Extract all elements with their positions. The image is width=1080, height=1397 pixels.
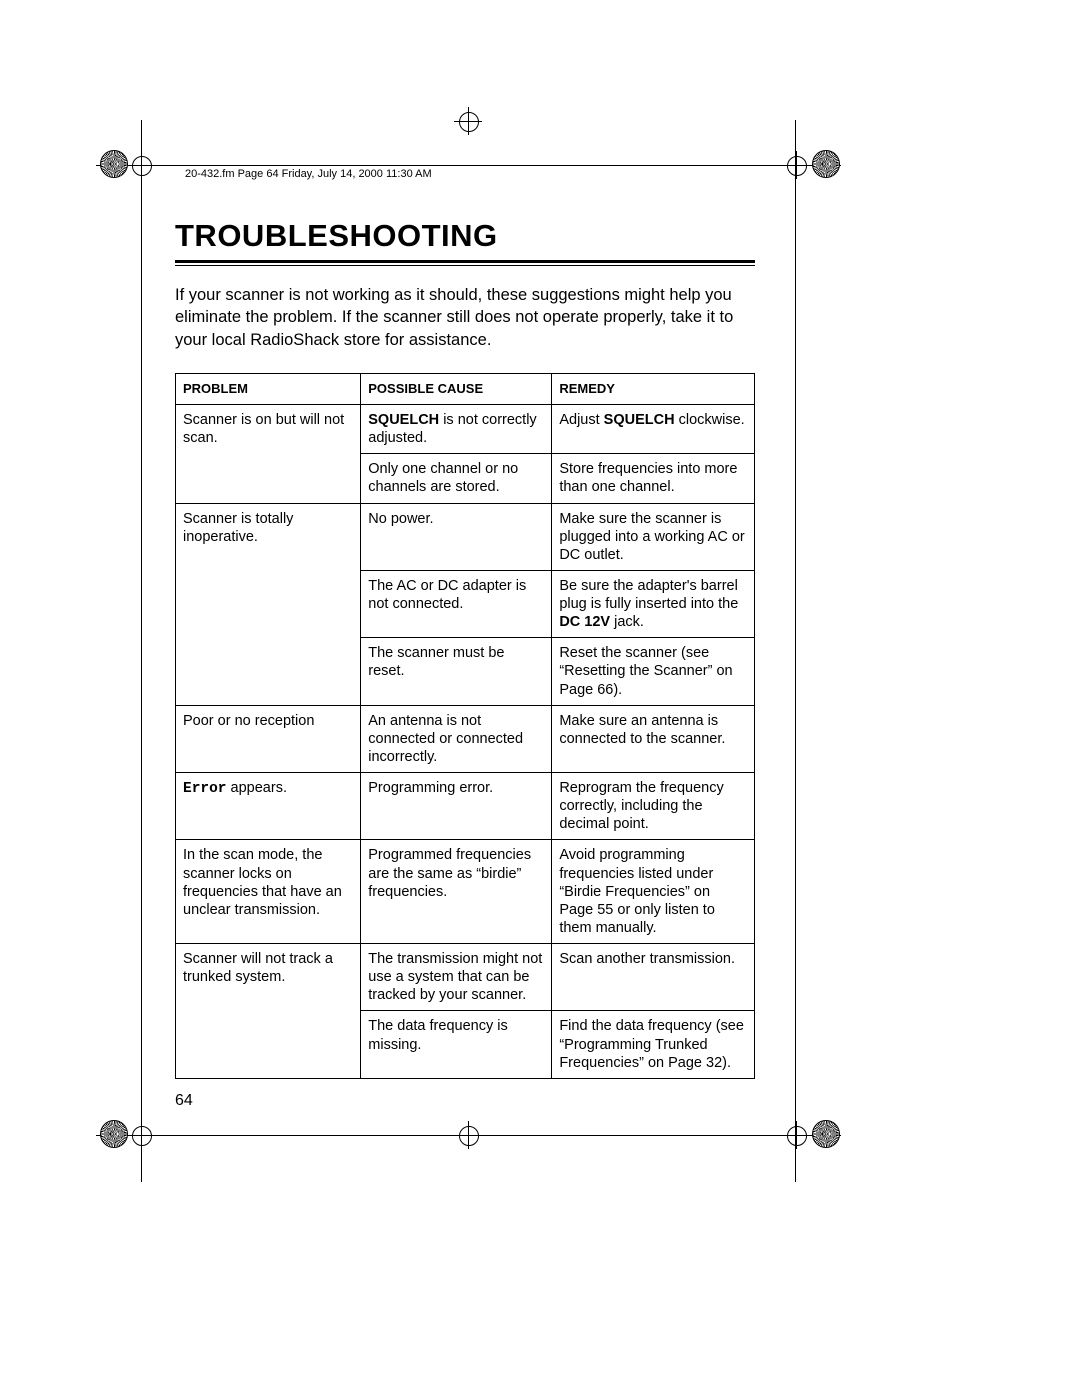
cell-remedy: Adjust SQUELCH clockwise. xyxy=(552,405,755,454)
col-header-cause: Possible Cause xyxy=(361,373,552,404)
cell-cause: Programmed frequencies are the same as “… xyxy=(361,840,552,944)
rosette-icon xyxy=(812,1120,840,1148)
cell-cause: The transmission might not use a system … xyxy=(361,944,552,1011)
table-row: In the scan mode, the scanner locks on f… xyxy=(176,840,755,944)
cell-problem: In the scan mode, the scanner locks on f… xyxy=(176,840,361,944)
page-number: 64 xyxy=(175,1092,193,1110)
table-row: Scanner is on but will not scan.SQUELCH … xyxy=(176,405,755,454)
title-rule-thin xyxy=(175,265,755,266)
cell-remedy: Reprogram the frequency correctly, inclu… xyxy=(552,773,755,840)
registration-target-icon xyxy=(785,1124,807,1146)
intro-paragraph: If your scanner is not working as it sho… xyxy=(175,284,755,351)
crop-line-right xyxy=(795,120,796,1182)
registration-target-icon xyxy=(130,154,152,176)
cell-problem: Scanner is on but will not scan. xyxy=(176,405,361,504)
page-title: TROUBLESHOOTING xyxy=(175,218,755,254)
table-row: Poor or no receptionAn antenna is not co… xyxy=(176,705,755,772)
cell-cause: Only one channel or no channels are stor… xyxy=(361,454,552,503)
registration-target-icon xyxy=(130,1124,152,1146)
cell-remedy: Be sure the adapter's barrel plug is ful… xyxy=(552,570,755,637)
crop-line-bottom xyxy=(96,1135,841,1136)
rosette-icon xyxy=(812,150,840,178)
cell-cause: No power. xyxy=(361,503,552,570)
cell-problem: Scanner will not track a trunked system. xyxy=(176,944,361,1079)
crop-line-left xyxy=(141,120,142,1182)
cell-remedy: Find the data frequency (see “Programmin… xyxy=(552,1011,755,1078)
crop-line-top xyxy=(96,165,841,166)
cell-remedy: Make sure the scanner is plugged into a … xyxy=(552,503,755,570)
title-rule-thick xyxy=(175,260,755,263)
registration-target-icon xyxy=(457,110,479,132)
rosette-icon xyxy=(100,1120,128,1148)
page-content: 20-432.fm Page 64 Friday, July 14, 2000 … xyxy=(175,168,755,1079)
cell-remedy: Reset the scanner (see “Resetting the Sc… xyxy=(552,638,755,705)
table-header-row: Problem Possible Cause Remedy xyxy=(176,373,755,404)
table-row: Scanner is totally inoperative.No power.… xyxy=(176,503,755,570)
cell-remedy: Avoid programming frequencies listed und… xyxy=(552,840,755,944)
cell-remedy: Store frequencies into more than one cha… xyxy=(552,454,755,503)
registration-target-icon xyxy=(457,1124,479,1146)
cell-remedy: Make sure an antenna is connected to the… xyxy=(552,705,755,772)
running-header: 20-432.fm Page 64 Friday, July 14, 2000 … xyxy=(185,168,755,180)
cell-cause: Programming error. xyxy=(361,773,552,840)
table-body: Scanner is on but will not scan.SQUELCH … xyxy=(176,405,755,1079)
col-header-problem: Problem xyxy=(176,373,361,404)
cell-remedy: Scan another transmission. xyxy=(552,944,755,1011)
troubleshooting-table: Problem Possible Cause Remedy Scanner is… xyxy=(175,373,755,1079)
cell-cause: The scanner must be reset. xyxy=(361,638,552,705)
cell-problem: Scanner is totally inoperative. xyxy=(176,503,361,705)
col-header-remedy: Remedy xyxy=(552,373,755,404)
rosette-icon xyxy=(100,150,128,178)
cell-problem: Error appears. xyxy=(176,773,361,840)
cell-cause: The AC or DC adapter is not connected. xyxy=(361,570,552,637)
cell-problem: Poor or no reception xyxy=(176,705,361,772)
table-row: Scanner will not track a trunked system.… xyxy=(176,944,755,1011)
cell-cause: SQUELCH is not correctly adjusted. xyxy=(361,405,552,454)
cell-cause: An antenna is not connected or connected… xyxy=(361,705,552,772)
cell-cause: The data frequency is missing. xyxy=(361,1011,552,1078)
table-row: Error appears.Programming error.Reprogra… xyxy=(176,773,755,840)
registration-target-icon xyxy=(785,154,807,176)
